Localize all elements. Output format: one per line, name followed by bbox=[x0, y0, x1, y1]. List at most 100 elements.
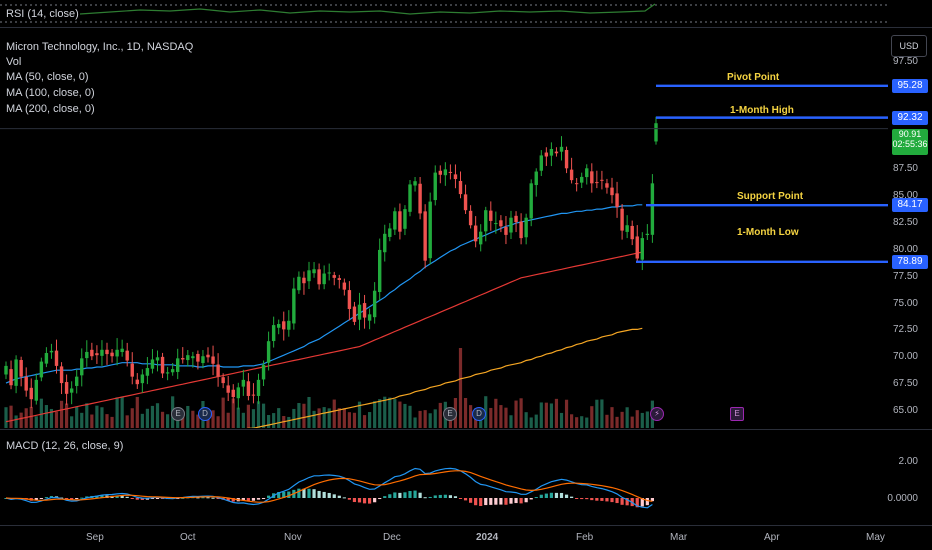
candle-body bbox=[226, 385, 230, 393]
macd-histogram-bar bbox=[155, 498, 160, 499]
candle-body bbox=[544, 152, 549, 157]
macd-histogram-bar bbox=[469, 498, 473, 503]
volume-bar bbox=[181, 412, 185, 428]
macd-histogram-bar bbox=[378, 498, 382, 500]
macd-histogram-bar bbox=[332, 494, 336, 498]
candle-body bbox=[574, 183, 579, 185]
macd-histogram-bar bbox=[256, 498, 261, 500]
macd-tick-high: 2.00 bbox=[898, 456, 918, 467]
candle-body bbox=[403, 209, 407, 229]
candle-body bbox=[423, 211, 427, 261]
candle-body bbox=[241, 379, 246, 387]
volume-bar bbox=[393, 399, 397, 428]
volume-bar bbox=[80, 412, 84, 428]
rsi-pane[interactable]: RSI (14, close) bbox=[0, 0, 888, 27]
volume-bar bbox=[261, 403, 266, 428]
candle-body bbox=[342, 282, 347, 290]
macd-histogram-bar bbox=[595, 498, 599, 501]
dividend-icon[interactable]: D bbox=[198, 407, 212, 421]
earnings-icon[interactable]: E bbox=[730, 407, 744, 421]
macd-line bbox=[5, 467, 653, 509]
candle-body bbox=[337, 278, 341, 280]
macd-histogram-bar bbox=[125, 496, 129, 498]
volume-bar bbox=[494, 398, 498, 428]
volume-bar bbox=[65, 403, 69, 428]
macd-histogram-bar bbox=[246, 498, 250, 501]
macd-pane[interactable]: MACD (12, 26, close, 9) 2.00 0.0000 bbox=[0, 430, 932, 525]
price-chart[interactable] bbox=[0, 28, 888, 428]
volume-bar bbox=[49, 408, 54, 428]
level-price-tag: 95.28 bbox=[892, 78, 928, 93]
macd-histogram-bar bbox=[433, 495, 437, 498]
volume-bar bbox=[640, 412, 644, 428]
candle-body bbox=[201, 356, 205, 364]
volume-bar bbox=[150, 405, 155, 428]
macd-histogram-bar bbox=[489, 498, 493, 505]
volume-bar bbox=[489, 407, 493, 428]
candle-body bbox=[388, 228, 392, 237]
dividend-icon[interactable]: D bbox=[472, 407, 486, 421]
candle-body bbox=[297, 276, 301, 291]
macd-histogram-bar bbox=[388, 494, 392, 498]
volume-bar bbox=[529, 417, 533, 428]
volume-bar bbox=[145, 408, 149, 428]
macd-histogram-bar bbox=[413, 490, 417, 498]
candle-body bbox=[246, 381, 251, 396]
volume-bar bbox=[383, 396, 387, 428]
macd-histogram-bar bbox=[605, 498, 609, 502]
candle-body bbox=[534, 171, 538, 186]
candle-body bbox=[221, 377, 225, 384]
volume-bar bbox=[125, 415, 129, 428]
price-tick: 75.00 bbox=[892, 297, 918, 309]
volume-bar bbox=[322, 407, 326, 428]
macd-histogram-bar bbox=[650, 498, 654, 502]
ma50-line bbox=[5, 204, 643, 384]
level-price-tag: 92.32 bbox=[892, 110, 928, 125]
candle-body bbox=[251, 394, 256, 396]
macd-histogram-bar bbox=[337, 495, 341, 498]
candle-body bbox=[418, 183, 422, 214]
macd-histogram-bar bbox=[261, 498, 266, 499]
candle-body bbox=[155, 357, 160, 361]
macd-histogram-bar bbox=[307, 488, 311, 498]
candle-body bbox=[211, 356, 215, 364]
volume-bar bbox=[292, 408, 296, 428]
volume-bar bbox=[216, 416, 220, 428]
earnings-icon[interactable]: E bbox=[443, 407, 457, 421]
macd-histogram-bar bbox=[342, 497, 346, 499]
candle-body bbox=[438, 170, 442, 175]
macd-histogram-bar bbox=[322, 491, 326, 498]
candle-body bbox=[479, 231, 483, 245]
candle-body bbox=[95, 353, 99, 356]
candle-body bbox=[34, 379, 38, 401]
macd-histogram-bar bbox=[570, 496, 574, 498]
volume-bar bbox=[539, 402, 543, 428]
macd-histogram-bar bbox=[206, 497, 210, 499]
volume-bar bbox=[34, 416, 38, 428]
volume-bar bbox=[75, 407, 79, 428]
candle-body bbox=[564, 150, 569, 169]
last-price: 90.91 bbox=[898, 129, 922, 139]
macd-histogram-bar bbox=[80, 497, 84, 499]
volume-bar bbox=[236, 407, 240, 428]
candle-body bbox=[165, 372, 170, 374]
candle-body bbox=[4, 365, 8, 375]
candle-body bbox=[519, 221, 523, 239]
volume-bar bbox=[226, 412, 230, 428]
lightning-icon[interactable]: ⚡ bbox=[650, 407, 664, 421]
earnings-icon[interactable]: E bbox=[171, 407, 185, 421]
volume-bar bbox=[246, 404, 250, 428]
volume-bar bbox=[120, 396, 124, 428]
candle-body bbox=[509, 217, 513, 233]
macd-histogram-bar bbox=[352, 498, 357, 503]
candle-body bbox=[292, 288, 296, 324]
volume-bar bbox=[610, 407, 614, 428]
candle-body bbox=[327, 272, 331, 274]
macd-histogram-bar bbox=[357, 498, 362, 503]
currency-selector[interactable]: USD bbox=[891, 35, 927, 57]
time-tick: Mar bbox=[670, 532, 688, 543]
macd-histogram-bar bbox=[120, 495, 124, 498]
volume-bar bbox=[469, 405, 473, 428]
candle-body bbox=[372, 290, 377, 318]
candle-body bbox=[266, 341, 271, 363]
